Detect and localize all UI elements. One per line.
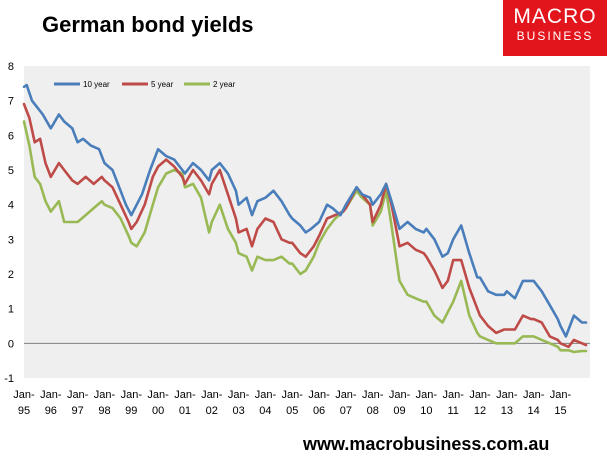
legend-label: 2 year <box>213 80 236 89</box>
y-tick-label: 1 <box>8 304 14 316</box>
x-tick-label-month: Jan- <box>282 389 304 401</box>
x-tick-label-month: Jan- <box>416 389 438 401</box>
x-tick-label-year: 10 <box>420 405 432 417</box>
logo-line-2: BUSINESS <box>516 29 594 43</box>
x-tick-label-month: Jan- <box>362 389 384 401</box>
x-tick-label-year: 04 <box>259 405 271 417</box>
series-line-2-year <box>22 120 588 354</box>
y-tick-label: 6 <box>8 130 14 142</box>
plot-area <box>24 66 590 378</box>
x-tick-label-month: Jan- <box>13 389 35 401</box>
x-tick-label-year: 15 <box>554 405 566 417</box>
x-tick-label-month: Jan- <box>40 389 62 401</box>
x-tick-label-year: 96 <box>45 405 57 417</box>
x-tick-label-month: Jan- <box>335 389 357 401</box>
x-tick-label-year: 97 <box>72 405 84 417</box>
y-tick-label: 7 <box>8 96 14 108</box>
x-tick-label-month: Jan- <box>469 389 491 401</box>
x-tick-label-month: Jan- <box>228 389 250 401</box>
x-tick-label-month: Jan- <box>147 389 169 401</box>
x-tick-label-year: 14 <box>528 405 540 417</box>
y-tick-label: 8 <box>8 61 14 73</box>
x-tick-label-year: 11 <box>447 405 458 417</box>
x-tick-label-year: 00 <box>152 405 164 417</box>
x-tick-label-month: Jan- <box>389 389 411 401</box>
x-tick-label-month: Jan- <box>174 389 196 401</box>
x-tick-label-year: 07 <box>340 405 352 417</box>
series-line-10-year <box>22 83 588 338</box>
legend-label: 10 year <box>83 80 110 89</box>
x-tick-label-month: Jan- <box>496 389 518 401</box>
x-tick-label-year: 95 <box>18 405 30 417</box>
x-tick-label-month: Jan- <box>67 389 89 401</box>
x-tick-label-month: Jan- <box>308 389 330 401</box>
x-tick-label-year: 99 <box>125 405 137 417</box>
x-tick-label-month: Jan- <box>442 389 464 401</box>
y-tick-label: 3 <box>8 234 14 246</box>
x-tick-label-year: 02 <box>206 405 218 417</box>
x-tick-label-year: 01 <box>179 405 191 417</box>
legend-label: 5 year <box>151 80 174 89</box>
x-tick-label-month: Jan- <box>523 389 545 401</box>
x-tick-label-year: 05 <box>286 405 298 417</box>
x-tick-label-year: 12 <box>474 405 486 417</box>
website-url: www.macrobusiness.com.au <box>303 434 550 454</box>
x-tick-label-month: Jan- <box>201 389 223 401</box>
macrobusiness-logo: MACRO BUSINESS <box>503 0 607 56</box>
y-tick-label: 5 <box>8 165 14 177</box>
y-tick-label: 2 <box>8 269 14 281</box>
x-tick-label-year: 03 <box>232 405 244 417</box>
x-tick-label-year: 08 <box>367 405 379 417</box>
x-tick-label-year: 09 <box>393 405 405 417</box>
y-tick-label: -1 <box>4 373 14 385</box>
x-tick-label-month: Jan- <box>94 389 116 401</box>
chart-title: German bond yields <box>42 12 254 37</box>
x-tick-label-month: Jan- <box>255 389 277 401</box>
y-tick-label: 4 <box>8 200 14 212</box>
x-tick-label-month: Jan- <box>121 389 143 401</box>
logo-line-1: MACRO <box>513 5 597 28</box>
x-tick-label-year: 13 <box>501 405 513 417</box>
series-line-5-year <box>22 102 588 349</box>
x-tick-label-year: 06 <box>313 405 325 417</box>
x-tick-label-month: Jan- <box>550 389 572 401</box>
x-tick-label-year: 98 <box>98 405 110 417</box>
y-tick-label: 0 <box>8 338 14 350</box>
